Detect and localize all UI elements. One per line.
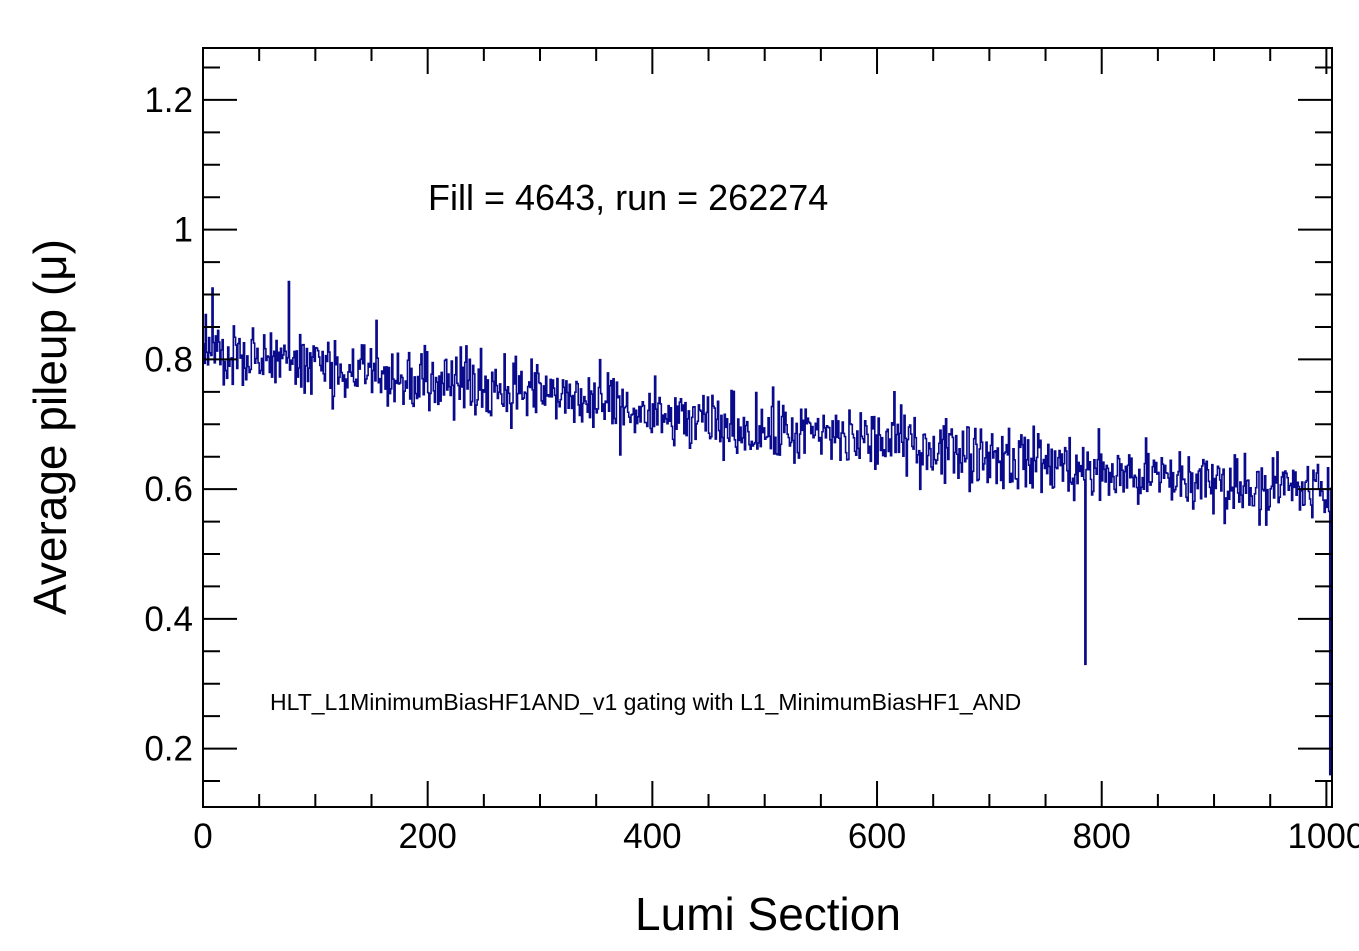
x-tick-label: 800 (1073, 817, 1131, 856)
series-layer (203, 280, 1332, 776)
fill-run-annotation: Fill = 4643, run = 262274 (428, 177, 828, 218)
y-tick-label: 1.2 (144, 81, 193, 120)
y-tick-label: 0.6 (144, 470, 193, 509)
x-tick-label: 0 (193, 817, 212, 856)
x-tick-label: 600 (848, 817, 906, 856)
x-tick-label: 1000 (1287, 817, 1359, 856)
plot-frame (202, 47, 1333, 808)
trigger-annotation: HLT_L1MinimumBiasHF1AND_v1 gating with L… (270, 689, 1021, 715)
y-tick-label: 1 (174, 211, 193, 250)
y-tick-label: 0.2 (144, 730, 193, 769)
x-tick-label: 400 (623, 817, 681, 856)
x-tick-label: 200 (398, 817, 456, 856)
tick-layer (202, 48, 1332, 807)
tick-label-layer: 0 200 400 600 800 1000 0.2 0.4 0.6 0.8 1 1.2 (144, 81, 1359, 856)
y-tick-label: 0.8 (144, 340, 193, 379)
y-tick-label: 0.4 (144, 600, 193, 639)
x-axis-title: Lumi Section (635, 888, 901, 940)
pileup-series-line (203, 280, 1332, 776)
y-axis-title: Average pileup (μ) (24, 239, 76, 615)
